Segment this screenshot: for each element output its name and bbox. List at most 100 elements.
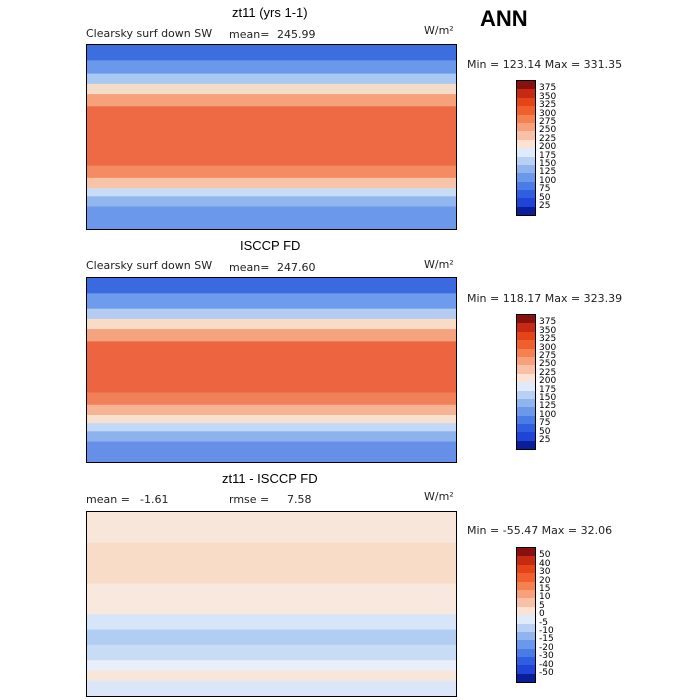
colorbar-label: -5 — [539, 617, 548, 628]
panel-3-band — [87, 680, 456, 696]
colorbar-label: 225 — [539, 133, 557, 144]
panel-3-band — [87, 629, 456, 646]
colorbar-cell — [517, 390, 535, 399]
colorbar-label: 325 — [539, 100, 557, 111]
colorbar-cell — [517, 148, 535, 157]
season-label: ANN — [480, 6, 528, 31]
colorbar-cell — [517, 315, 535, 324]
colorbar-label: 300 — [539, 108, 557, 119]
colorbar-label: 200 — [539, 376, 557, 387]
colorbar-label: 0 — [539, 609, 545, 620]
colorbar-label: 25 — [539, 435, 551, 445]
panel-1-mean-value: 245.99 — [277, 28, 316, 41]
colorbar-cell — [517, 156, 535, 165]
colorbar-label: 275 — [539, 117, 557, 127]
colorbar-label: -20 — [539, 642, 554, 653]
colorbar-cell — [517, 89, 535, 98]
panel-1-field — [87, 45, 456, 229]
panel-2-band — [87, 329, 456, 342]
panel-2-band — [87, 423, 456, 432]
colorbar-label: -40 — [539, 659, 554, 670]
colorbar-label: 275 — [539, 351, 557, 361]
colorbar-cell — [517, 548, 535, 557]
colorbar-label: 300 — [539, 342, 557, 353]
colorbar-cell — [517, 573, 535, 582]
panel-3-band — [87, 614, 456, 631]
panel-2-colorbar — [516, 314, 536, 451]
colorbar-label: 250 — [539, 125, 557, 136]
colorbar-label: 75 — [539, 184, 551, 195]
colorbar-cell — [517, 173, 535, 182]
colorbar-cell — [517, 356, 535, 366]
colorbar-cell — [517, 365, 535, 374]
panel-1-variable: Clearsky surf down SW — [86, 27, 213, 40]
colorbar-label: -15 — [539, 634, 554, 645]
panel-2-map — [86, 277, 457, 463]
panel-2-band — [87, 341, 456, 393]
colorbar-cell — [517, 440, 535, 450]
panel-2-band — [87, 293, 456, 310]
colorbar-cell — [517, 340, 535, 349]
colorbar-cell — [517, 139, 535, 149]
panel-3-band — [87, 644, 456, 661]
colorbar-cell — [517, 164, 535, 174]
colorbar-label: 50 — [539, 426, 551, 437]
panel-2-band — [87, 441, 456, 462]
panel-1-band — [87, 188, 456, 197]
colorbar-label: 50 — [539, 550, 551, 561]
panel-2-field — [87, 278, 456, 462]
colorbar-label: 375 — [539, 83, 557, 94]
colorbar-cell — [517, 81, 535, 90]
panel-2-units: W/m² — [424, 258, 454, 271]
panel-2-band — [87, 318, 456, 330]
colorbar-label: 30 — [539, 567, 551, 578]
colorbar-cell — [517, 398, 535, 408]
panel-2-title: ISCCP FD — [240, 238, 301, 253]
colorbar-cell — [517, 331, 535, 341]
colorbar-cell — [517, 106, 535, 115]
colorbar-cell — [517, 648, 535, 658]
colorbar-cell — [517, 415, 535, 425]
colorbar-cell — [517, 665, 535, 674]
colorbar-cell — [517, 198, 535, 207]
colorbar-cell — [517, 97, 535, 107]
panel-1-band — [87, 60, 456, 75]
colorbar-label: 5 — [539, 600, 545, 611]
panel-1-band — [87, 196, 456, 208]
panel-1-colorbar — [516, 80, 536, 217]
colorbar-cell — [517, 615, 535, 624]
panel-2-minmax: Min = 118.17 Max = 323.39 — [467, 292, 623, 305]
colorbar-cell — [517, 631, 535, 641]
panel-1-band — [87, 165, 456, 179]
panel-2-band — [87, 431, 456, 443]
colorbar-label: 125 — [539, 167, 557, 178]
panel-1-mean-label: mean= — [229, 28, 270, 41]
colorbar-label: 175 — [539, 150, 557, 161]
colorbar-cell — [517, 589, 535, 599]
colorbar-label: 100 — [539, 409, 557, 420]
panel-1-map — [86, 44, 457, 230]
panel-1-band — [87, 73, 456, 85]
panel-2-band — [87, 392, 456, 406]
panel-1-band — [87, 83, 456, 95]
panel-1-band — [87, 94, 456, 107]
colorbar-cell — [517, 581, 535, 590]
colorbar-label: 25 — [539, 201, 551, 211]
colorbar-label: -10 — [539, 626, 554, 636]
panel-3-mean-label: mean = — [86, 493, 130, 506]
colorbar-cell — [517, 657, 535, 666]
colorbar-label: 375 — [539, 317, 557, 328]
colorbar-cell — [517, 673, 535, 683]
colorbar-cell — [517, 323, 535, 332]
colorbar-label: 350 — [539, 325, 557, 336]
colorbar-label: 350 — [539, 91, 557, 102]
colorbar-label: 325 — [539, 334, 557, 345]
colorbar-label: 15 — [539, 584, 551, 594]
colorbar-cell — [517, 556, 535, 565]
panel-3-map — [86, 511, 457, 697]
colorbar-cell — [517, 190, 535, 199]
panel-3-band — [87, 542, 456, 585]
colorbar-label: 20 — [539, 575, 551, 586]
colorbar-label: 10 — [539, 592, 551, 603]
colorbar-cell — [517, 348, 535, 357]
